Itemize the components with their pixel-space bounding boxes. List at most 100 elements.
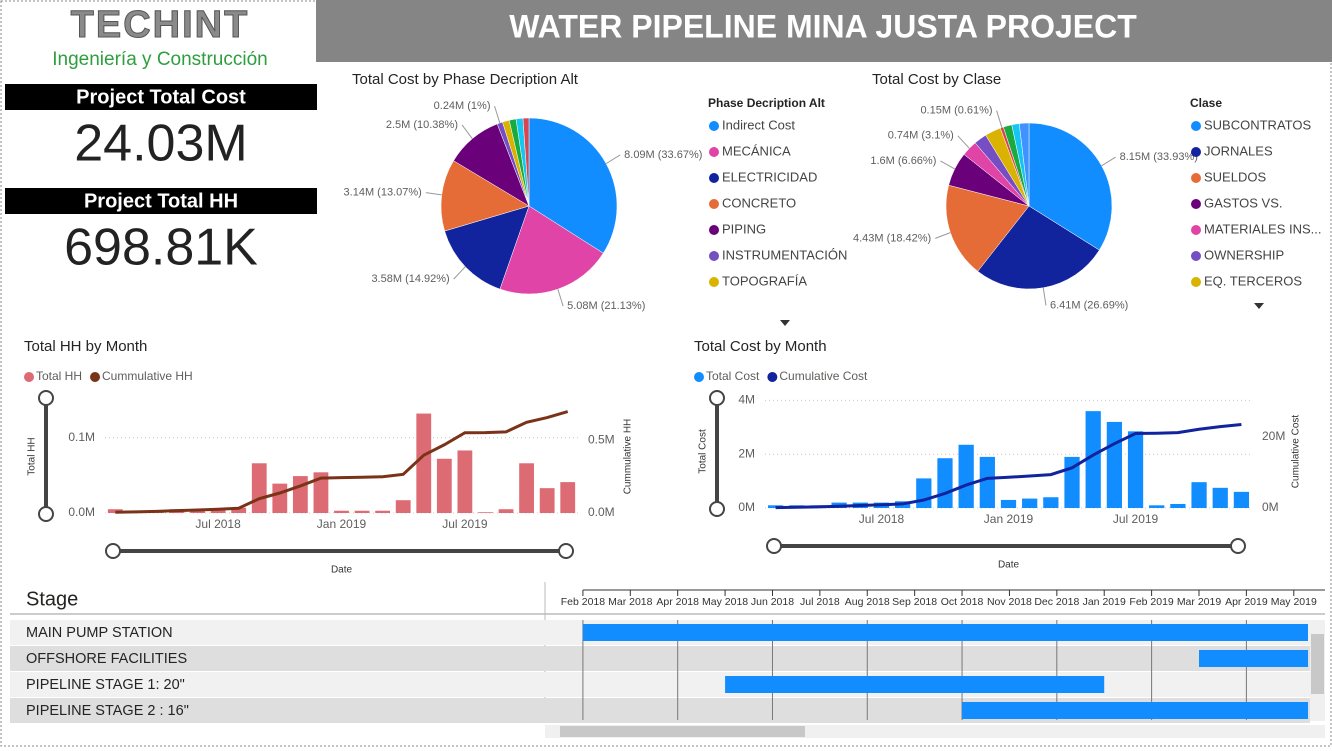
x-tick-label: Nov 2018 (987, 596, 1032, 608)
y2-axis-title: Cummulative HH (623, 419, 634, 495)
legend-label: MATERIALES INS... (1204, 221, 1322, 236)
legend-marker (709, 251, 719, 261)
bar (1022, 498, 1038, 508)
legend-label: Cumulative Cost (779, 369, 868, 383)
y2-axis-title: Cumulative Cost (1291, 415, 1302, 489)
legend-label: JORNALES (1204, 143, 1273, 158)
legend-label: SUELDOS (1204, 169, 1266, 184)
bar (937, 458, 953, 508)
x-tick-label: Jul 2018 (195, 517, 241, 531)
y-tick-label: 0.1M (68, 430, 95, 444)
x-tick-label: Jul 2019 (442, 517, 488, 531)
x-tick-label: May 2018 (702, 596, 748, 608)
data-label: 0.24M (1%) (434, 100, 491, 112)
gantt-bar (962, 702, 1308, 719)
leader-line (605, 154, 621, 165)
line (775, 422, 1242, 510)
pie-slice (499, 205, 604, 295)
legend-scroll[interactable] (780, 320, 790, 326)
bar (416, 413, 432, 513)
x-axis-title: Date (331, 565, 353, 576)
data-label: 3.14M (13.07%) (344, 187, 422, 199)
chart-title: Total Cost by Phase Decription Alt (352, 71, 579, 88)
bar (436, 458, 452, 513)
y-axis-title: Total Cost (698, 429, 709, 474)
scroll-thumb[interactable] (1311, 634, 1324, 694)
legend-title: Phase Decription Alt (708, 96, 825, 110)
chart-title: Total Cost by Month (694, 338, 827, 355)
bar (979, 456, 995, 508)
legend-label: TOPOGRAFÍA (722, 273, 807, 288)
bar (457, 450, 473, 513)
legend-marker (709, 173, 719, 183)
bar (334, 510, 349, 513)
bar (292, 476, 308, 513)
row-label: MAIN PUMP STATION (26, 625, 173, 641)
gantt-header: Stage (26, 588, 78, 610)
leader-line (453, 266, 466, 280)
data-label: 8.15M (33.93%) (1120, 151, 1198, 163)
pie-slice (945, 184, 1030, 272)
legend-scroll[interactable] (1254, 303, 1264, 309)
y2-tick-label: 0.0M (588, 505, 615, 519)
data-label: 1.6M (6.66%) (870, 155, 936, 167)
bar (313, 472, 329, 513)
legend-marker (709, 199, 719, 209)
legend-marker (1191, 251, 1201, 261)
leader-line (461, 124, 473, 139)
scroll-thumb[interactable] (560, 726, 805, 737)
x-tick-label: Oct 2018 (941, 596, 984, 608)
y-tick-label: 2M (738, 446, 755, 460)
bar (539, 488, 555, 513)
row-label: PIPELINE STAGE 1: 20" (26, 677, 185, 693)
pie-slice (1028, 122, 1113, 251)
bar (1170, 503, 1186, 508)
bar (498, 509, 514, 513)
row-label: OFFSHORE FACILITIES (26, 651, 187, 667)
kpi-label: Project Total HH (84, 190, 238, 212)
legend-label: Cummulative HH (102, 369, 193, 383)
x-tick-label: Mar 2019 (1177, 596, 1222, 608)
legend-title: Clase (1190, 96, 1222, 110)
legend-label: PIPING (722, 221, 766, 236)
gantt-bar (582, 624, 1308, 641)
x-tick-label: Jan 2019 (984, 512, 1034, 526)
x-tick-label: Jun 2018 (751, 596, 794, 608)
bar (478, 512, 493, 513)
legend-label: INSTRUMENTACIÓN (722, 247, 847, 262)
header-band (316, 0, 1332, 62)
leader-line (494, 105, 501, 124)
data-label: 0.74M (3.1%) (888, 130, 954, 142)
x-tick-label: Apr 2018 (656, 596, 699, 608)
legend-marker (1191, 121, 1201, 131)
legend-marker (24, 372, 34, 382)
x-tick-label: Feb 2019 (1129, 596, 1174, 608)
bar (958, 444, 974, 508)
bar (519, 463, 534, 513)
legend-label: GASTOS VS. (1204, 195, 1283, 210)
legend-label: MECÁNICA (722, 143, 791, 158)
x-tick-label: Aug 2018 (845, 596, 890, 608)
bar (251, 463, 267, 513)
line (115, 410, 569, 514)
y2-tick-label: 0.5M (588, 433, 615, 447)
kpi-label: Project Total Cost (76, 86, 246, 108)
x-tick-label: Feb 2018 (561, 596, 606, 608)
legend-label: EQ. TERCEROS (1204, 273, 1302, 288)
legend-marker (1191, 147, 1201, 157)
data-label: 2.5M (10.38%) (386, 119, 458, 131)
leader-line (935, 232, 951, 239)
slider[interactable] (38, 390, 1246, 559)
legend-marker (694, 372, 704, 382)
y2-tick-label: 20M (1262, 429, 1285, 443)
pie-slice (1018, 122, 1030, 207)
gantt-row (10, 672, 1310, 697)
leader-line (425, 192, 442, 196)
legend-label: CONCRETO (722, 195, 796, 210)
gantt-bar (725, 676, 1105, 693)
bar (231, 507, 247, 513)
logo-subtitle: Ingeniería y Construcción (52, 49, 267, 70)
kpi-value: 24.03M (74, 115, 247, 173)
chart-title: Total HH by Month (24, 338, 147, 355)
